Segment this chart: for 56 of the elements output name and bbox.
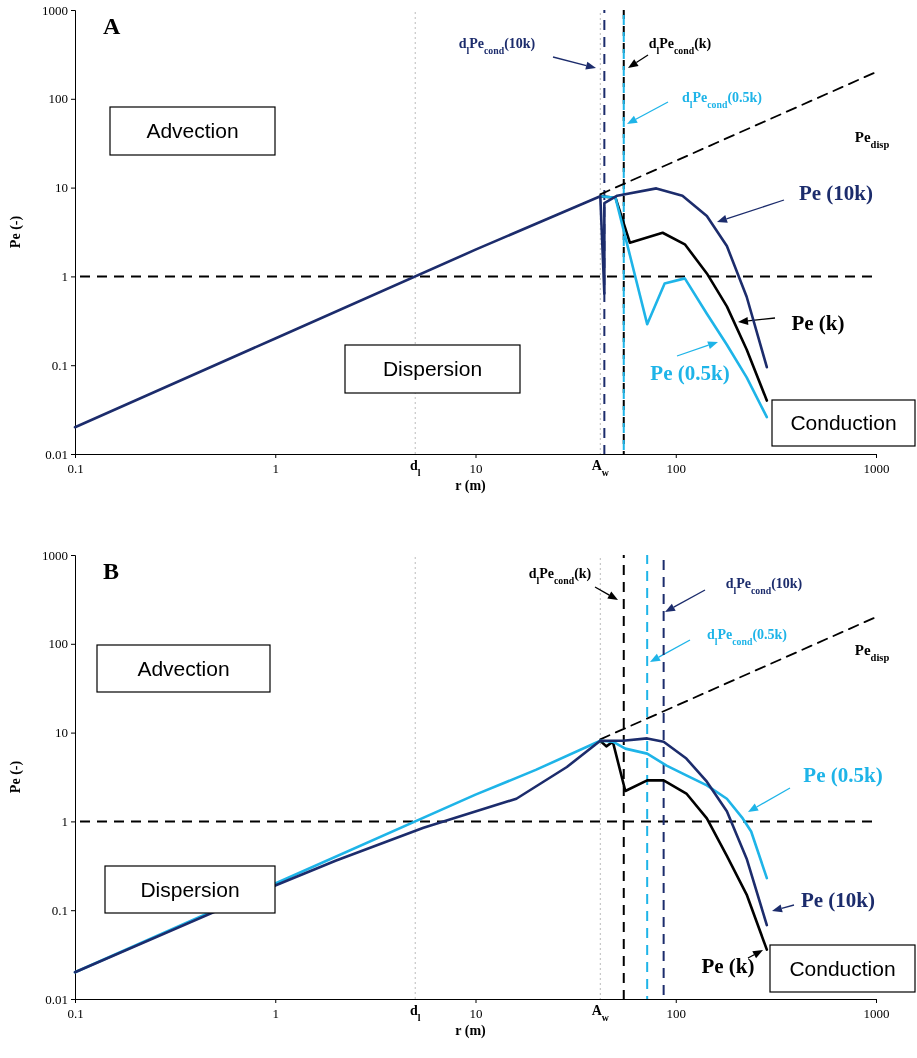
annotation: Conduction xyxy=(790,411,897,434)
y-axis-title: Pe (-) xyxy=(8,215,24,249)
text-box: Advection xyxy=(96,644,271,693)
text-box: Conduction xyxy=(769,944,916,993)
x-tick-label: 1 xyxy=(272,1005,279,1021)
x-axis-title: r (m) xyxy=(455,1023,487,1039)
series-label: Pe$_{disp}$ xyxy=(854,642,890,663)
x-tick-label: 100 xyxy=(666,1005,686,1021)
text-box: Advection xyxy=(109,106,276,156)
y-tick-label: 0.1 xyxy=(51,902,68,918)
annotation: Advection xyxy=(137,656,230,680)
chart-title: A xyxy=(103,13,121,39)
y-tick-label: 1000 xyxy=(42,2,68,18)
y-tick-label: 1 xyxy=(61,269,68,285)
y-tick-label: 0.01 xyxy=(45,991,68,1007)
x-tick-label: 1000 xyxy=(863,460,890,476)
legend-label: Pe (k) xyxy=(791,311,845,335)
text-box: Dispersion xyxy=(104,865,276,914)
y-tick-label: 1000 xyxy=(42,547,68,563)
ref-line-label: d$_{l}$Pe$_{cond}$(10k) xyxy=(458,36,536,56)
text: Pe (0.5k) xyxy=(803,763,883,787)
annotation: Advection xyxy=(146,119,239,142)
y-tick-label: 1 xyxy=(61,814,68,830)
ref-line-label: d$_{l}$Pe$_{cond}$(0.5k) xyxy=(706,627,788,647)
y-tick-label: 0.01 xyxy=(45,446,68,462)
y-tick-label: 10 xyxy=(55,180,68,196)
x-tick-label: 100 xyxy=(666,460,686,476)
text-box: Dispersion xyxy=(344,344,521,394)
y-tick-label: 10 xyxy=(55,725,68,741)
ref-line-label: d$_{l}$Pe$_{cond}$(k) xyxy=(528,566,592,586)
x-tick-label: 1 xyxy=(272,460,279,476)
y-tick-label: 100 xyxy=(48,91,68,107)
x-axis-title: r (m) xyxy=(455,478,487,494)
y-axis-title: Pe (-) xyxy=(8,760,24,794)
y-tick-label: 0.1 xyxy=(51,357,68,373)
x-tick-label: 10 xyxy=(469,1005,483,1021)
text: Pe$_{disp}$ xyxy=(854,129,890,150)
x-tick-label: 1000 xyxy=(863,1005,890,1021)
ref-line-label: d$_{l}$ xyxy=(409,1003,421,1023)
ref-line-label: A$_{w}$ xyxy=(591,1003,610,1023)
chart-title: B xyxy=(103,558,120,584)
series-label: Pe (0.5k) xyxy=(650,361,730,385)
text: Pe (10k) xyxy=(798,181,874,205)
annotation: Dispersion xyxy=(140,877,240,901)
annotation: Conduction xyxy=(789,956,896,980)
y-tick-label: 100 xyxy=(48,636,68,652)
ref-line-label: A$_{w}$ xyxy=(591,458,610,478)
ref-line-label: d$_{l}$ xyxy=(409,458,421,478)
series-label: Pe (k) xyxy=(701,954,755,978)
annotation: Dispersion xyxy=(382,357,483,380)
x-tick-label: 10 xyxy=(469,460,483,476)
legend-label: Pe (10k) xyxy=(800,888,876,912)
ref-line-label: d$_{l}$Pe$_{cond}$(0.5k) xyxy=(681,90,763,110)
ref-line-label: d$_{l}$Pe$_{cond}$(10k) xyxy=(725,576,803,596)
ref-line-label: d$_{l}$Pe$_{cond}$(k) xyxy=(648,36,712,56)
text-box: Conduction xyxy=(771,399,916,447)
